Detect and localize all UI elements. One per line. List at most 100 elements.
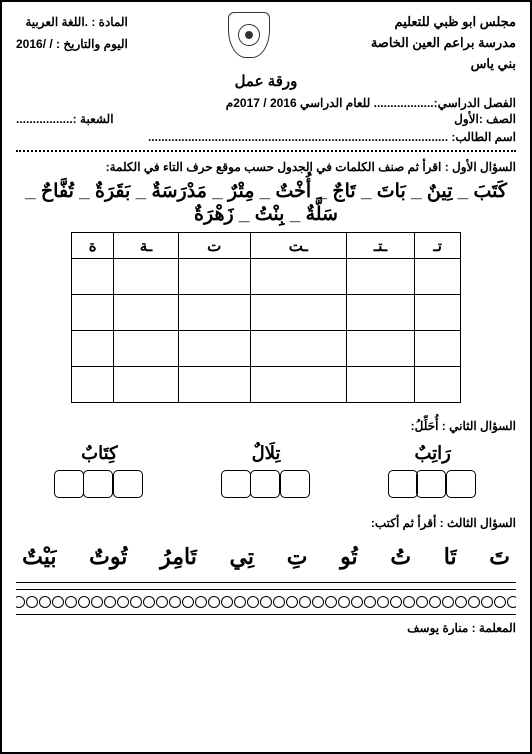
q2-boxes	[56, 470, 143, 498]
q1-h1: تـ	[415, 233, 461, 259]
q3-letter: تُوتٌ	[89, 544, 127, 570]
table-row	[72, 259, 461, 295]
q3-letter: تِ	[287, 544, 308, 570]
circle-icon	[455, 596, 467, 608]
bottom-line	[16, 614, 516, 615]
info-line-1: الفصل الدراسي:.................. للعام ا…	[16, 96, 516, 110]
q1-h4: ت	[178, 233, 250, 259]
teacher-name: المعلمة : منارة يوسف	[16, 621, 516, 635]
q2-item: رَاتِبٌ	[389, 443, 476, 498]
q2-item: كِتَابٌ	[56, 443, 143, 498]
circle-icon	[351, 596, 363, 608]
circle-icon	[195, 596, 207, 608]
circle-icon	[234, 596, 246, 608]
q1-h6: ة	[72, 233, 114, 259]
circle-icon	[325, 596, 337, 608]
date: اليوم والتاريخ : / /2016	[16, 34, 128, 56]
shield-icon	[228, 12, 270, 58]
council: مجلس ابو ظبي للتعليم	[371, 12, 516, 33]
circle-icon	[91, 596, 103, 608]
circle-icon	[260, 596, 272, 608]
circle-icon	[26, 596, 38, 608]
circle-icon	[299, 596, 311, 608]
q2-word: رَاتِبٌ	[414, 443, 450, 464]
worksheet-title: ورقة عمل	[16, 72, 516, 90]
letter-box	[221, 470, 251, 498]
q1-prompt: السؤال الأول : اقرأ ثم صنف الكلمات في ال…	[16, 160, 516, 174]
worksheet-page: مجلس ابو ظبي للتعليم مدرسة براعم العين ا…	[0, 0, 532, 754]
q2-boxes	[223, 470, 310, 498]
circle-icon	[130, 596, 142, 608]
circle-icon	[104, 596, 116, 608]
q1-h3: ـت	[250, 233, 346, 259]
q3-letter: تِي	[230, 544, 254, 570]
q1-h2: ـتـ	[346, 233, 414, 259]
q2-item: تِلَالٌ	[223, 443, 310, 498]
school-logo	[224, 12, 274, 72]
circle-icon	[169, 596, 181, 608]
subject: المادة : .اللغة العربية	[16, 12, 128, 34]
table-row	[72, 295, 461, 331]
q3-letter: تَ	[489, 544, 510, 570]
circle-icon	[429, 596, 441, 608]
circle-icon	[117, 596, 129, 608]
semester: الفصل الدراسي:.................. للعام ا…	[226, 96, 516, 110]
circle-icon	[208, 596, 220, 608]
header-right: مجلس ابو ظبي للتعليم مدرسة براعم العين ا…	[371, 12, 516, 74]
q3-letter: بَيْتٌ	[22, 544, 56, 570]
q1-words: كَتَبَ _ تِينٌ _ بَاتَ _ تَاجٌ _ أُخْتٌ …	[16, 180, 516, 226]
circle-icon	[390, 596, 402, 608]
student-name: اسم الطالب: ............................…	[16, 130, 516, 144]
q1-header-row: تـ ـتـ ـت ت ـة ة	[72, 233, 461, 259]
circle-icon	[416, 596, 428, 608]
writing-line	[16, 589, 516, 590]
circle-icon	[481, 596, 493, 608]
letter-box	[250, 470, 280, 498]
circle-icon	[403, 596, 415, 608]
q2-word: كِتَابٌ	[81, 443, 117, 464]
grade: الصف :الأول	[454, 112, 516, 126]
circle-icon	[182, 596, 194, 608]
q3-prompt: السؤال الثالث : أقرأ ثم أكتب:	[16, 516, 516, 530]
circle-icon	[364, 596, 376, 608]
circles-row	[16, 596, 516, 608]
circle-icon	[247, 596, 259, 608]
circle-icon	[286, 596, 298, 608]
q2-boxes	[389, 470, 476, 498]
table-row	[72, 367, 461, 403]
circle-icon	[312, 596, 324, 608]
info-line-2: الصف :الأول الشعبة :.................	[16, 112, 516, 126]
school: مدرسة براعم العين الخاصة	[371, 33, 516, 54]
separator	[16, 150, 516, 152]
circle-icon	[39, 596, 51, 608]
circle-icon	[377, 596, 389, 608]
circle-icon	[273, 596, 285, 608]
circle-icon	[156, 596, 168, 608]
q2-row: رَاتِبٌ تِلَالٌ كِتَابٌ	[16, 443, 516, 498]
q3-letters: تَ تَا تُ تُو تِ تِي تَامِرُ تُوتٌ بَيْت…	[16, 536, 516, 580]
circle-icon	[16, 596, 25, 608]
circle-icon	[143, 596, 155, 608]
circle-icon	[507, 596, 516, 608]
q2-prompt: السؤال الثاني : أُحَلِّلُ:	[16, 419, 516, 433]
header-left: المادة : .اللغة العربية اليوم والتاريخ :…	[16, 12, 128, 55]
letter-box	[54, 470, 84, 498]
q3-letter: تُ	[390, 544, 411, 570]
circle-icon	[442, 596, 454, 608]
q1-h5: ـة	[114, 233, 178, 259]
letter-box	[113, 470, 143, 498]
header: مجلس ابو ظبي للتعليم مدرسة براعم العين ا…	[16, 12, 516, 74]
letter-box	[388, 470, 418, 498]
circle-icon	[221, 596, 233, 608]
letter-box	[416, 470, 446, 498]
writing-line	[16, 582, 516, 583]
q3-letter: تَا	[444, 544, 457, 570]
circle-icon	[494, 596, 506, 608]
circle-icon	[78, 596, 90, 608]
letter-box	[446, 470, 476, 498]
branch: بني ياس	[371, 54, 516, 75]
q3-letter: تُو	[340, 544, 358, 570]
section: الشعبة :.................	[16, 112, 114, 126]
q2-word: تِلَالٌ	[252, 443, 281, 464]
q3-letter: تَامِرُ	[160, 544, 197, 570]
